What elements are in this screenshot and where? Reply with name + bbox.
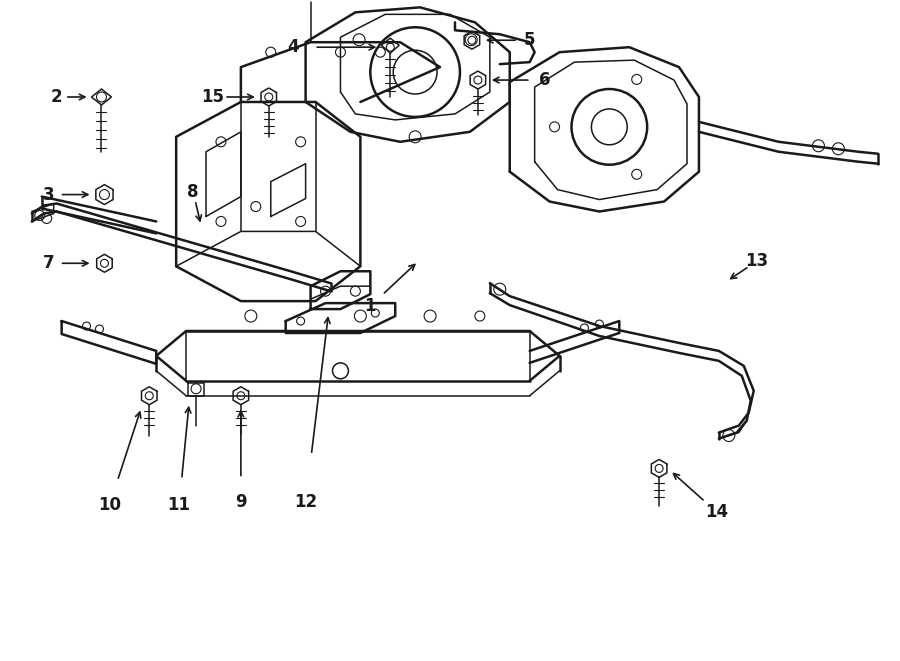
Text: 15: 15 [202,88,224,106]
Text: 6: 6 [539,71,551,89]
Text: 14: 14 [706,503,728,522]
Text: 1: 1 [364,297,376,315]
Text: 5: 5 [524,31,536,49]
Text: 10: 10 [98,496,121,514]
Text: 12: 12 [294,493,317,511]
Text: 3: 3 [43,186,55,204]
Text: 4: 4 [287,38,299,56]
Text: 8: 8 [187,182,199,200]
Text: 9: 9 [235,493,247,511]
Text: 2: 2 [50,88,62,106]
Text: 13: 13 [745,253,769,270]
Text: 11: 11 [167,496,191,514]
Text: 7: 7 [43,254,55,272]
